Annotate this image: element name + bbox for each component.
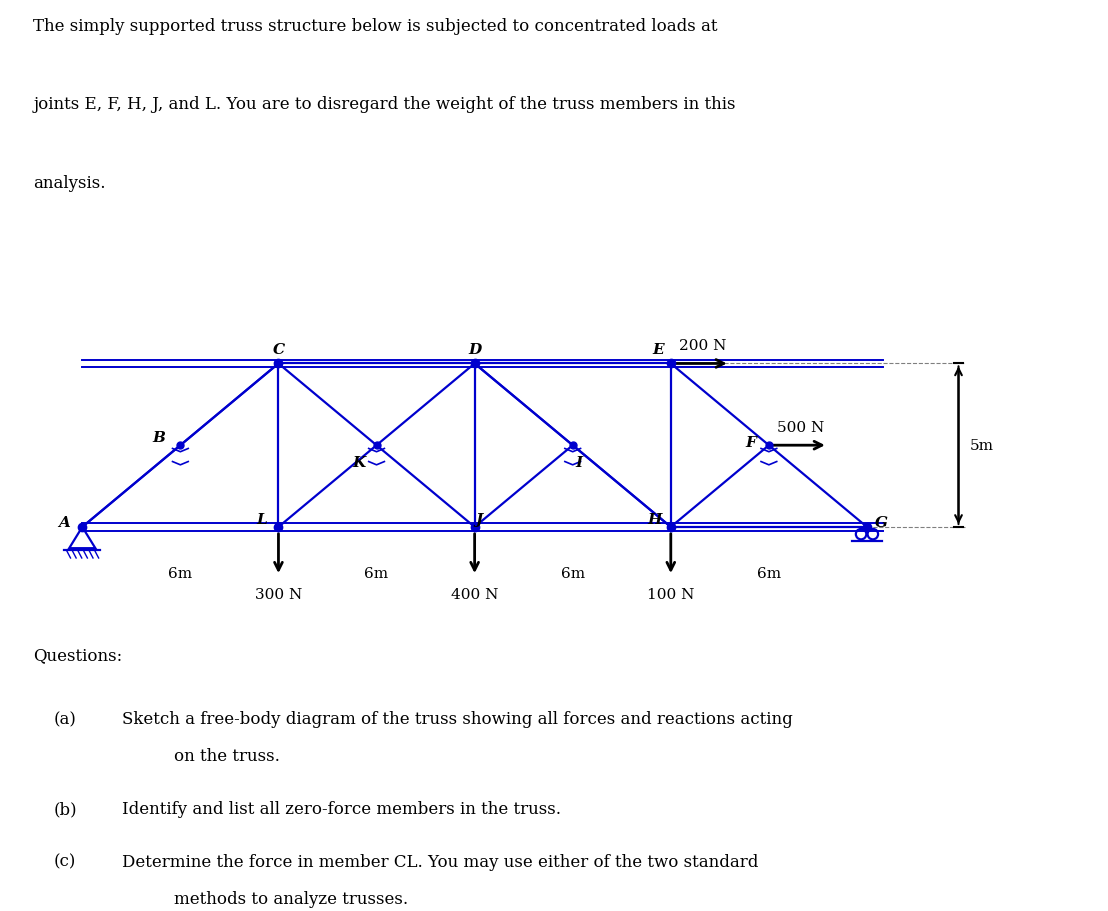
Text: 6m: 6m: [365, 567, 389, 580]
Text: 400 N: 400 N: [451, 588, 499, 602]
Text: 6m: 6m: [757, 567, 781, 580]
Text: Questions:: Questions:: [33, 647, 123, 664]
Text: Identify and list all zero-force members in the truss.: Identify and list all zero-force members…: [122, 800, 561, 817]
Text: C: C: [273, 343, 285, 356]
Text: 500 N: 500 N: [777, 420, 824, 435]
Text: The simply supported truss structure below is subjected to concentrated loads at: The simply supported truss structure bel…: [33, 18, 718, 36]
Text: E: E: [652, 343, 664, 356]
Text: H: H: [647, 512, 661, 527]
Text: G: G: [875, 516, 889, 529]
Text: (a): (a): [54, 711, 76, 727]
Text: I: I: [576, 455, 583, 469]
Text: Determine the force in member CL. You may use either of the two standard: Determine the force in member CL. You ma…: [122, 853, 758, 870]
Text: A: A: [59, 516, 70, 529]
Text: joints E, F, H, J, and L. You are to disregard the weight of the truss members i: joints E, F, H, J, and L. You are to dis…: [33, 97, 736, 113]
Text: B: B: [153, 431, 165, 445]
Text: Sketch a free-body diagram of the truss showing all forces and reactions acting: Sketch a free-body diagram of the truss …: [122, 711, 792, 727]
Text: analysis.: analysis.: [33, 175, 105, 191]
Text: L: L: [257, 512, 267, 527]
Text: 5m: 5m: [970, 439, 994, 453]
Text: on the truss.: on the truss.: [174, 747, 279, 764]
Text: 6m: 6m: [561, 567, 585, 580]
Text: 100 N: 100 N: [647, 588, 695, 602]
Text: F: F: [746, 435, 757, 449]
Text: methods to analyze trusses.: methods to analyze trusses.: [174, 890, 408, 906]
Text: J: J: [476, 512, 483, 527]
Text: 6m: 6m: [168, 567, 193, 580]
Text: D: D: [468, 343, 481, 356]
Text: 200 N: 200 N: [679, 339, 727, 353]
Text: (b): (b): [54, 800, 78, 817]
Text: 300 N: 300 N: [255, 588, 302, 602]
Text: (c): (c): [54, 853, 76, 870]
Text: K: K: [352, 455, 366, 469]
